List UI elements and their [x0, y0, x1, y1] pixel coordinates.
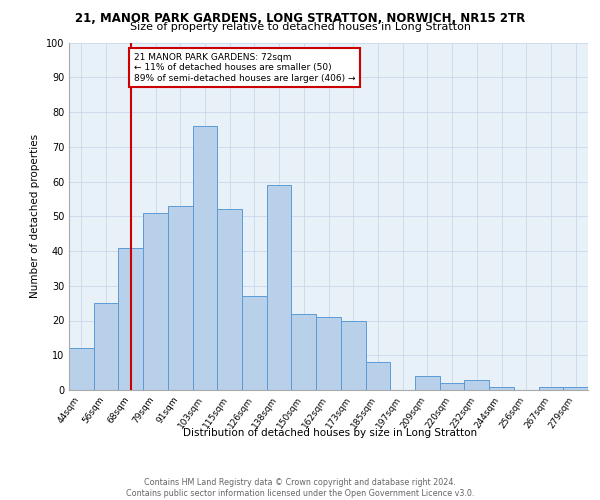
Text: Size of property relative to detached houses in Long Stratton: Size of property relative to detached ho…	[130, 22, 470, 32]
Bar	[69, 348, 94, 390]
Bar	[365, 362, 390, 390]
Bar	[489, 386, 514, 390]
Bar	[242, 296, 267, 390]
Text: 21 MANOR PARK GARDENS: 72sqm
← 11% of detached houses are smaller (50)
89% of se: 21 MANOR PARK GARDENS: 72sqm ← 11% of de…	[134, 53, 355, 82]
Bar	[118, 248, 143, 390]
Bar	[539, 386, 563, 390]
Bar	[316, 317, 341, 390]
Bar	[217, 210, 242, 390]
Bar	[94, 303, 118, 390]
Text: 21, MANOR PARK GARDENS, LONG STRATTON, NORWICH, NR15 2TR: 21, MANOR PARK GARDENS, LONG STRATTON, N…	[75, 12, 525, 26]
Bar	[563, 386, 588, 390]
Bar	[464, 380, 489, 390]
Bar	[143, 213, 168, 390]
Bar	[168, 206, 193, 390]
Bar	[193, 126, 217, 390]
Y-axis label: Number of detached properties: Number of detached properties	[30, 134, 40, 298]
Text: Distribution of detached houses by size in Long Stratton: Distribution of detached houses by size …	[183, 428, 477, 438]
Bar	[267, 185, 292, 390]
Bar	[415, 376, 440, 390]
Bar	[440, 383, 464, 390]
Bar	[341, 320, 365, 390]
Text: Contains HM Land Registry data © Crown copyright and database right 2024.
Contai: Contains HM Land Registry data © Crown c…	[126, 478, 474, 498]
Bar	[292, 314, 316, 390]
